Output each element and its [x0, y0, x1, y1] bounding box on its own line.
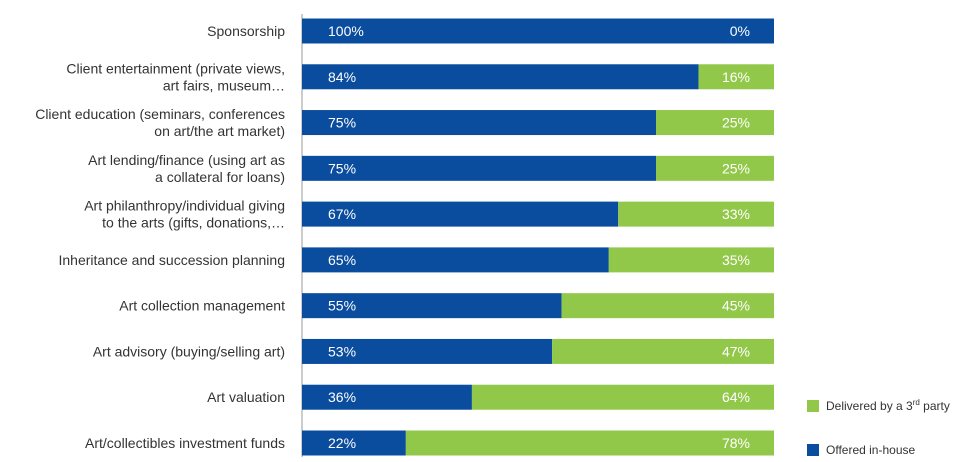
value-label-third-party: 45%	[722, 298, 750, 314]
bar-offered-in-house	[302, 201, 619, 227]
bar-third-party	[405, 430, 774, 456]
bar-offered-in-house	[302, 64, 699, 90]
value-label-in-house: 55%	[328, 298, 356, 314]
bar-third-party	[552, 338, 774, 364]
category-label: Client entertainment (private views,	[66, 60, 285, 76]
legend-label-superscript: rd	[913, 398, 920, 407]
category-label: art fairs, museum…	[163, 77, 285, 93]
category-label: Art lending/finance (using art as	[88, 152, 285, 168]
value-label-third-party: 47%	[722, 343, 750, 359]
legend-label-text: Offered in-house	[826, 443, 915, 457]
category-label: Inheritance and succession planning	[59, 252, 286, 268]
bar-offered-in-house	[302, 18, 774, 44]
category-label: Art valuation	[207, 389, 285, 405]
value-label-third-party: 0%	[730, 23, 750, 39]
bar-third-party	[618, 201, 774, 227]
category-label: Client education (seminars, conferences	[35, 106, 285, 122]
legend-label-text-after: party	[920, 399, 950, 413]
value-label-third-party: 25%	[722, 160, 750, 176]
bar-offered-in-house	[302, 384, 472, 410]
value-label-third-party: 78%	[722, 435, 750, 451]
category-label: Art philanthropy/individual giving	[84, 198, 285, 214]
bar-offered-in-house	[302, 430, 406, 456]
value-label-in-house: 67%	[328, 206, 356, 222]
bar-third-party	[608, 247, 774, 273]
bar-third-party	[656, 110, 774, 136]
legend-label: Delivered by a 3rd party	[826, 398, 950, 414]
legend-label-text: Delivered by a 3	[826, 399, 913, 413]
category-label: Art collection management	[119, 298, 285, 314]
value-label-in-house: 100%	[328, 23, 364, 39]
category-label: to the arts (gifts, donations,…	[102, 215, 285, 231]
value-label-third-party: 16%	[722, 69, 750, 85]
value-label-in-house: 22%	[328, 435, 356, 451]
bar-third-party	[471, 384, 774, 410]
bar-third-party	[561, 293, 774, 319]
legend-swatch	[807, 400, 819, 412]
value-label-in-house: 75%	[328, 115, 356, 131]
bar-offered-in-house	[302, 338, 553, 364]
category-label: Art advisory (buying/selling art)	[93, 343, 285, 359]
value-label-in-house: 75%	[328, 160, 356, 176]
bar-third-party	[698, 64, 774, 90]
legend-label: Offered in-house	[826, 443, 915, 457]
category-label: Sponsorship	[207, 23, 285, 39]
value-label-third-party: 64%	[722, 389, 750, 405]
value-label-third-party: 35%	[722, 252, 750, 268]
value-label-in-house: 84%	[328, 69, 356, 85]
value-label-third-party: 25%	[722, 115, 750, 131]
bar-offered-in-house	[302, 110, 656, 136]
value-label-third-party: 33%	[722, 206, 750, 222]
bar-offered-in-house	[302, 247, 609, 273]
value-label-in-house: 53%	[328, 343, 356, 359]
bar-third-party	[656, 155, 774, 181]
category-label: Art/collectibles investment funds	[85, 435, 285, 451]
category-label: on art/the art market)	[154, 123, 285, 139]
bar-offered-in-house	[302, 155, 656, 181]
value-label-in-house: 65%	[328, 252, 356, 268]
legend-swatch	[807, 444, 819, 456]
bar-offered-in-house	[302, 293, 562, 319]
value-label-in-house: 36%	[328, 389, 356, 405]
category-label: a collateral for loans)	[155, 169, 285, 185]
